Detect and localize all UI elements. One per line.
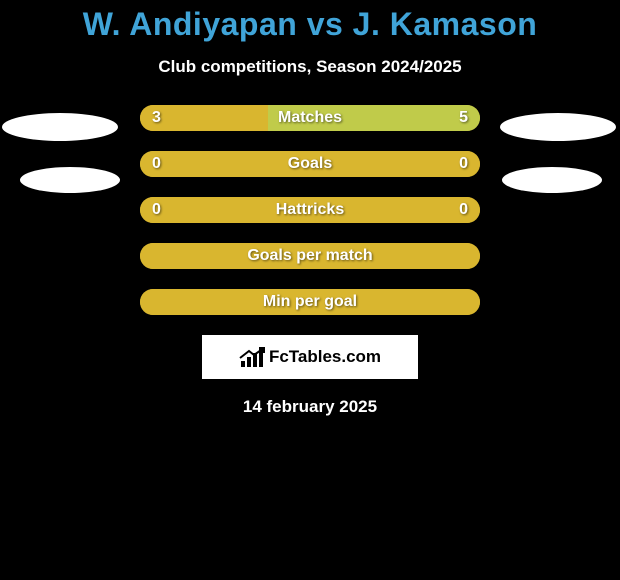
branding-text: FcTables.com	[269, 347, 381, 367]
stat-bars: 35Matches 00Goals 00Hattricks Goals per mat…	[140, 105, 480, 315]
page-title: W. Andiyapan vs J. Kamason	[0, 0, 620, 43]
stats-area: 35Matches 00Goals 00Hattricks Goals per mat…	[0, 105, 620, 417]
page-subtitle: Club competitions, Season 2024/2025	[0, 57, 620, 77]
stat-label: Hattricks	[140, 197, 480, 223]
club-badge-right	[500, 105, 620, 225]
stat-row: 35Matches	[140, 105, 480, 131]
club-badge-left	[0, 105, 120, 225]
badge-shape	[2, 113, 118, 141]
badge-shape	[502, 167, 602, 193]
arrow-icon	[239, 347, 265, 359]
stat-row: 00Hattricks	[140, 197, 480, 223]
stat-label: Goals	[140, 151, 480, 177]
stat-label: Min per goal	[140, 289, 480, 315]
stat-label: Goals per match	[140, 243, 480, 269]
stat-label: Matches	[140, 105, 480, 131]
badge-shape	[20, 167, 120, 193]
footer-date: 14 february 2025	[0, 397, 620, 417]
branding-link[interactable]: FcTables.com	[202, 335, 418, 379]
chart-icon	[239, 347, 265, 367]
comparison-card: W. Andiyapan vs J. Kamason Club competit…	[0, 0, 620, 580]
stat-row: Goals per match	[140, 243, 480, 269]
badge-shape	[500, 113, 616, 141]
stat-row: Min per goal	[140, 289, 480, 315]
stat-row: 00Goals	[140, 151, 480, 177]
